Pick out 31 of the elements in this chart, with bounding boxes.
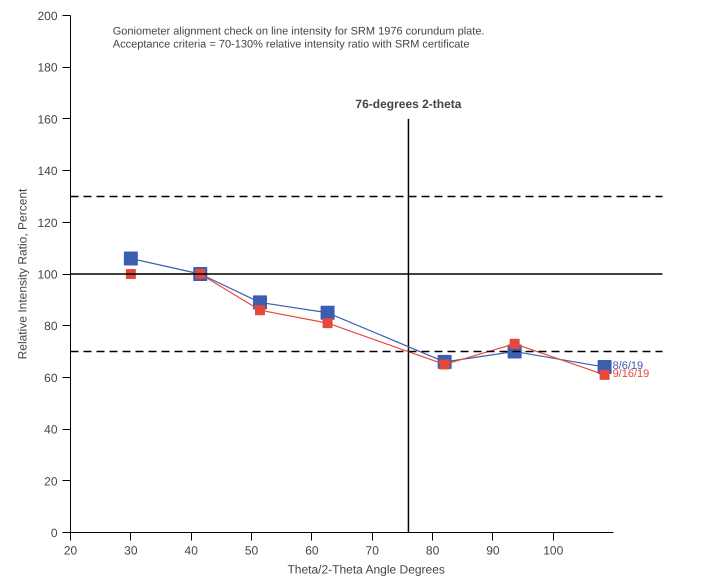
y-tick-label: 120 bbox=[37, 216, 58, 230]
x-tick-label: 80 bbox=[426, 544, 440, 558]
point bbox=[124, 251, 138, 266]
annotation: Acceptance criteria = 70-130% relative intensity ratio with SRM certificate bbox=[112, 38, 470, 50]
y-tick-label: 180 bbox=[37, 60, 58, 75]
y-axis-title: Relative Intensity Ratio, Percent bbox=[15, 188, 30, 360]
y-tick-label: 140 bbox=[37, 164, 58, 178]
x-tick-label: 40 bbox=[184, 544, 198, 558]
x-axis-title: Theta/2-Theta Angle Degrees bbox=[287, 562, 445, 576]
ref-line-label: 76-degrees 2-theta bbox=[355, 96, 462, 111]
point bbox=[510, 338, 520, 349]
x-tick-label: 20 bbox=[64, 544, 78, 558]
y-tick-label: 40 bbox=[44, 422, 58, 437]
point bbox=[322, 318, 333, 328]
y-tick-label: 100 bbox=[37, 268, 58, 282]
point bbox=[600, 370, 610, 380]
y-tick-label: 80 bbox=[44, 319, 58, 334]
x-tick-label: 60 bbox=[305, 544, 319, 558]
y-tick-label: 160 bbox=[37, 112, 58, 126]
y-tick-label: 0 bbox=[50, 526, 58, 540]
x-tick-label: 50 bbox=[244, 544, 259, 558]
point bbox=[320, 306, 335, 320]
x-tick-label: 70 bbox=[366, 544, 380, 558]
annotation: Goniometer alignment check on line intensity for SRM 1976 corundum plate. bbox=[112, 26, 484, 38]
y-tick-label: 20 bbox=[44, 474, 58, 488]
point bbox=[254, 305, 265, 316]
x-tick-label: 90 bbox=[486, 544, 500, 558]
y-tick-label: 200 bbox=[37, 9, 58, 23]
y-tick-label: 60 bbox=[44, 370, 58, 385]
x-tick-label: 100 bbox=[543, 544, 564, 558]
x-tick-label: 30 bbox=[124, 544, 138, 558]
